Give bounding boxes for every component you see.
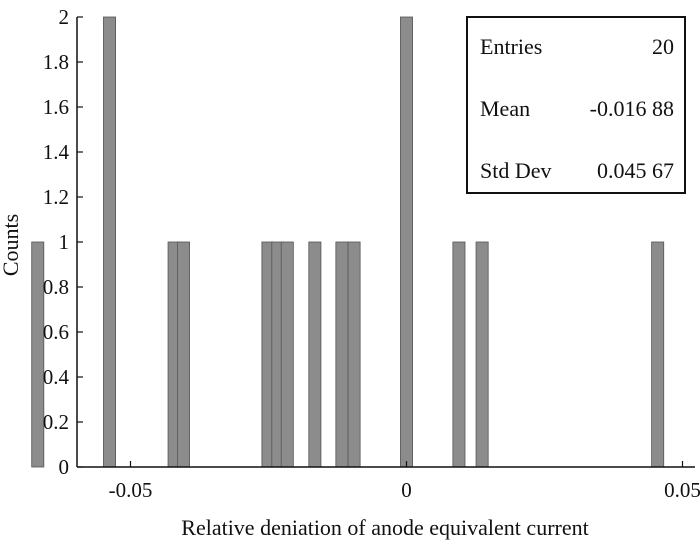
x-tick-label: 0.05 [664, 478, 700, 502]
stats-row-std: Std Dev 0.045 67 [480, 158, 674, 184]
histogram-bar [475, 241, 489, 468]
y-tick-label: 0.4 [43, 365, 70, 389]
histogram-bar [400, 16, 413, 468]
y-tick-label: 1.6 [43, 95, 69, 119]
y-ticks: 0 0.2 0.4 0.6 0.8 1 1.2 1.4 1.6 1.8 2 [43, 5, 83, 479]
histogram-bar [651, 241, 665, 468]
std-value: 0.045 67 [597, 158, 674, 183]
histogram-bar [308, 241, 322, 468]
histogram-bar [280, 241, 294, 468]
y-tick-label: 0.6 [43, 320, 69, 344]
y-tick-label: 0.2 [43, 410, 69, 434]
entries-label: Entries [480, 34, 543, 59]
stats-box: Entries 20 Mean -0.016 88 Std Dev 0.045 … [466, 16, 686, 194]
histogram-bar [335, 241, 349, 468]
y-tick-label: 2 [59, 5, 70, 29]
x-tick-label: 0 [401, 478, 412, 502]
histogram-bar [347, 241, 361, 468]
std-label: Std Dev [480, 158, 552, 183]
y-tick-label: 1.8 [43, 50, 69, 74]
entries-value: 20 [652, 34, 674, 59]
stats-row-entries: Entries 20 [480, 34, 674, 60]
histogram-bar [177, 241, 190, 468]
x-tick-label: -0.05 [109, 478, 153, 502]
stats-row-mean: Mean -0.016 88 [480, 96, 674, 122]
histogram-bar [31, 241, 45, 468]
mean-value: -0.016 88 [589, 96, 674, 121]
y-tick-label: 0.8 [43, 275, 69, 299]
y-tick-label: 1.2 [43, 185, 69, 209]
y-axis-label: Counts [0, 214, 23, 276]
y-tick-label: 0 [59, 455, 70, 479]
histogram-bar [452, 241, 466, 468]
bars-layer [31, 16, 665, 468]
histogram-bar [103, 16, 116, 468]
y-tick-label: 1 [59, 230, 70, 254]
x-axis-label: Relative deniation of anode equivalent c… [181, 515, 588, 540]
mean-label: Mean [480, 96, 531, 121]
y-tick-label: 1.4 [43, 140, 70, 164]
